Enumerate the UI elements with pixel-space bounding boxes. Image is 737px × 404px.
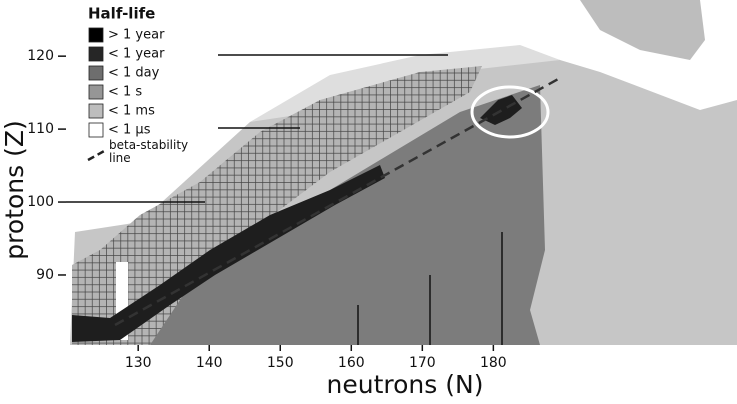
x-tick-label: 160 bbox=[338, 355, 365, 371]
y-tick-label: 90 bbox=[36, 267, 54, 283]
legend-title: Half-life bbox=[88, 5, 155, 23]
region-medium bbox=[150, 85, 545, 345]
legend-label: < 1 s bbox=[108, 85, 142, 100]
x-tick-label: 140 bbox=[196, 355, 223, 371]
x-tick-label: 150 bbox=[267, 355, 294, 371]
beta-stability-line bbox=[114, 76, 561, 327]
legend-swatch bbox=[88, 65, 104, 81]
legend-label: > 1 year bbox=[108, 28, 165, 43]
guide-lines bbox=[66, 54, 503, 345]
legend-swatch bbox=[88, 103, 104, 119]
x-tick-label: 130 bbox=[125, 355, 152, 371]
legend-label: < 1 year bbox=[108, 47, 165, 62]
region-dark bbox=[72, 165, 385, 342]
legend-swatch bbox=[88, 27, 104, 43]
legend-label: < 1 day bbox=[108, 66, 160, 81]
y-tick-label: 120 bbox=[27, 48, 54, 64]
y-tick-label: 110 bbox=[27, 121, 54, 137]
x-tick-label: 180 bbox=[480, 355, 507, 371]
legend-line-label: beta-stability line bbox=[109, 138, 189, 165]
legend-swatch bbox=[88, 46, 104, 62]
legend-label: < 1 ms bbox=[108, 104, 155, 119]
highlight-ellipse bbox=[470, 85, 550, 139]
x-tick-label: 170 bbox=[409, 355, 436, 371]
legend-swatch bbox=[88, 84, 104, 100]
legend-swatch bbox=[88, 122, 104, 138]
nuclide-regions bbox=[70, 0, 737, 345]
region-top-right bbox=[580, 0, 705, 60]
y-tick-label: 100 bbox=[27, 194, 54, 210]
y-axis-label: protons (Z) bbox=[0, 120, 29, 259]
legend-line-sample bbox=[87, 148, 107, 162]
x-axis-label: neutrons (N) bbox=[327, 370, 484, 399]
legend-label: < 1 µs bbox=[108, 123, 151, 138]
